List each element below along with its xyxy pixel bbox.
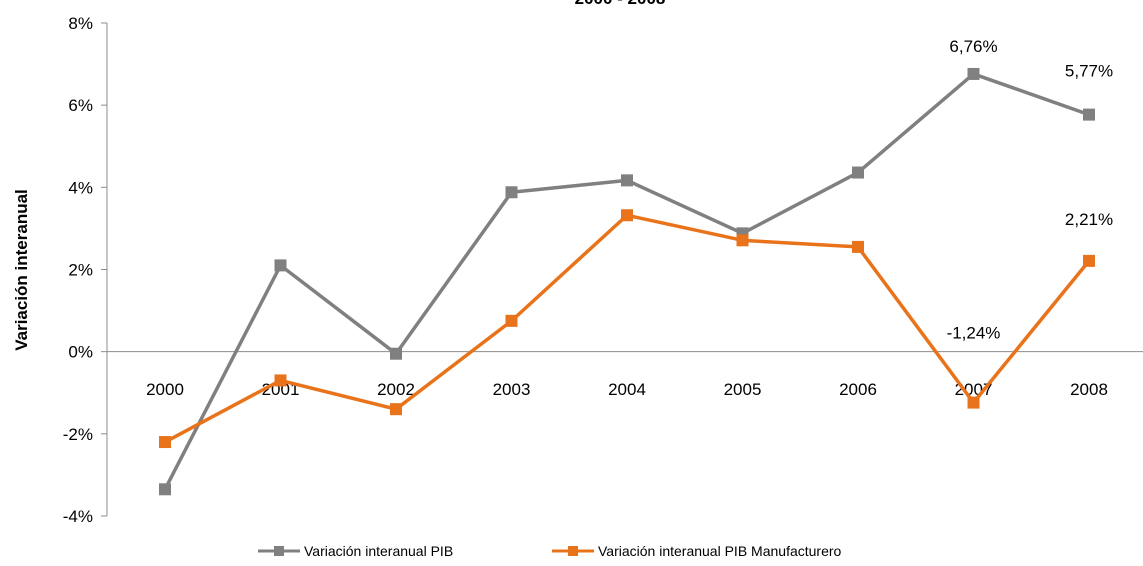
data-point xyxy=(621,174,633,187)
data-label: -1,24% xyxy=(947,324,1001,343)
x-tick-label: 2003 xyxy=(493,380,531,399)
legend-item: Variación interanual PIB xyxy=(258,543,453,559)
legend-label: Variación interanual PIB Manufacturero xyxy=(598,543,842,559)
legend-marker xyxy=(274,546,284,556)
data-point xyxy=(621,209,633,222)
y-axis-label: Variación interanual xyxy=(12,189,31,351)
x-tick-label: 2005 xyxy=(724,380,762,399)
axes xyxy=(106,23,1143,516)
data-point xyxy=(505,314,518,327)
data-point xyxy=(967,67,980,80)
x-tick-label: 2007 xyxy=(955,380,993,399)
y-tick-label: 8% xyxy=(68,14,93,33)
data-point xyxy=(159,483,171,496)
data-point xyxy=(852,240,864,253)
series-pib-manufacturero xyxy=(159,209,1095,449)
y-tick-label: 2% xyxy=(68,261,93,280)
x-tick-label: 2008 xyxy=(1070,380,1108,399)
series-line xyxy=(163,72,1090,491)
data-label: 2,21% xyxy=(1065,210,1113,229)
data-point xyxy=(852,166,864,179)
y-tick-label: 4% xyxy=(68,178,93,197)
y-tick-labels: -4% -2% 0% 2% 4% 6% 8% xyxy=(63,14,107,526)
y-tick-label: 6% xyxy=(68,96,93,115)
x-tick-label: 2004 xyxy=(608,380,646,399)
data-point xyxy=(390,403,402,416)
data-point xyxy=(159,436,171,449)
x-tick-label: 2000 xyxy=(146,380,184,399)
chart-title: 2000 - 2008 xyxy=(575,0,666,8)
y-tick-label: 0% xyxy=(68,343,93,362)
legend-marker xyxy=(568,546,578,556)
data-labels: 6,76% 5,77% 2,21% -1,24% xyxy=(947,37,1114,343)
data-point xyxy=(1083,254,1095,267)
series-layer xyxy=(159,67,1095,496)
legend-item: Variación interanual PIB Manufacturero xyxy=(552,543,842,559)
data-point xyxy=(505,186,518,199)
data-label: 5,77% xyxy=(1065,62,1113,81)
y-tick-label: -4% xyxy=(63,507,93,526)
x-tick-label: 2006 xyxy=(839,380,877,399)
legend-label: Variación interanual PIB xyxy=(304,543,453,559)
data-point xyxy=(274,259,287,272)
data-point xyxy=(736,234,749,247)
y-tick-label: -2% xyxy=(63,425,93,444)
series-pib xyxy=(159,67,1095,496)
data-point xyxy=(967,396,980,409)
data-point xyxy=(390,347,402,360)
data-point xyxy=(274,374,287,387)
data-point xyxy=(1083,108,1095,121)
x-tick-label: 2002 xyxy=(377,380,415,399)
data-label: 6,76% xyxy=(949,37,997,56)
legend: Variación interanual PIB Variación intera… xyxy=(258,543,842,559)
